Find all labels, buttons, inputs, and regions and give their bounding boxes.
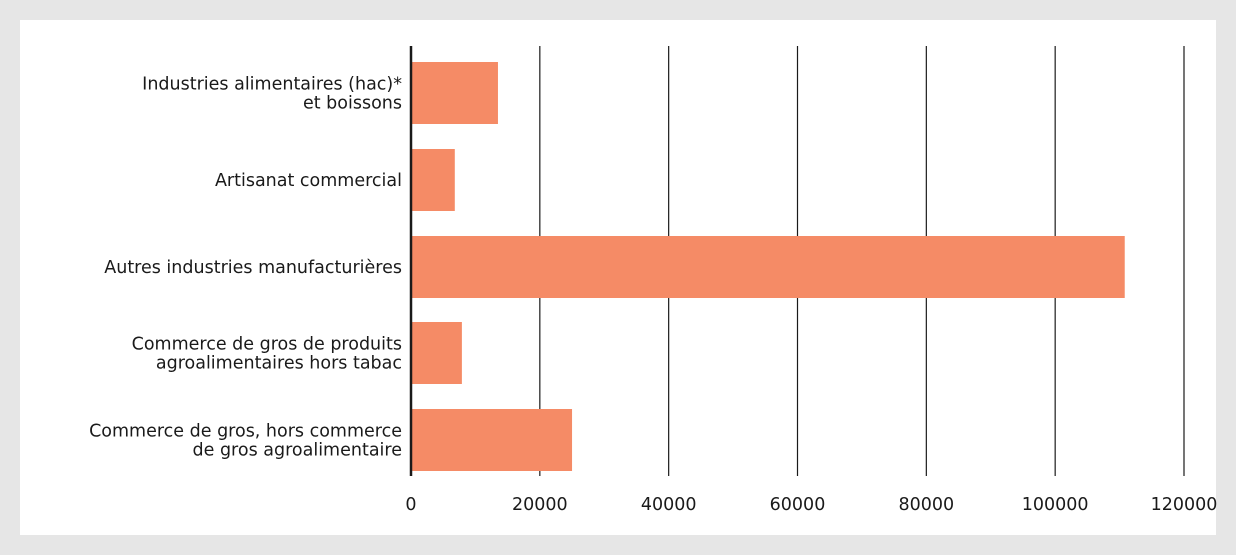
category-label-3: Commerce de gros de produits agroalimenta… <box>132 335 402 374</box>
x-tick-label-80000: 80000 <box>898 495 954 515</box>
category-label-2: Autres industries manufacturières <box>104 258 402 278</box>
x-tick-label-0: 0 <box>405 495 416 515</box>
category-label-line: Commerce de gros de produits <box>132 335 402 355</box>
x-tick-label-120000: 120000 <box>1151 495 1218 515</box>
x-tick-label-60000: 60000 <box>770 495 826 515</box>
category-label-4: Commerce de gros, hors commerce de gros a… <box>89 422 402 461</box>
bar-2 <box>411 236 1125 298</box>
category-label-0: Industries alimentaires (hac)* et boisson… <box>142 75 402 114</box>
x-tick-label-20000: 20000 <box>512 495 568 515</box>
bar-1 <box>411 149 455 211</box>
bar-3 <box>411 322 462 384</box>
category-label-line: Autres industries manufacturières <box>104 258 402 278</box>
x-tick-label-40000: 40000 <box>641 495 697 515</box>
bar-4 <box>411 409 573 471</box>
category-label-line: agroalimentaires hors tabac <box>156 354 402 374</box>
category-label-1: Artisanat commercial <box>215 171 402 191</box>
category-label-line: Industries alimentaires (hac)* <box>142 75 402 95</box>
x-tick-label-100000: 100000 <box>1022 495 1089 515</box>
category-label-line: et boissons <box>303 94 402 114</box>
category-label-line: de gros agroalimentaire <box>193 441 402 461</box>
category-label-line: Artisanat commercial <box>215 171 402 191</box>
bar-0 <box>411 62 498 124</box>
category-label-line: Commerce de gros, hors commerce <box>89 422 402 442</box>
